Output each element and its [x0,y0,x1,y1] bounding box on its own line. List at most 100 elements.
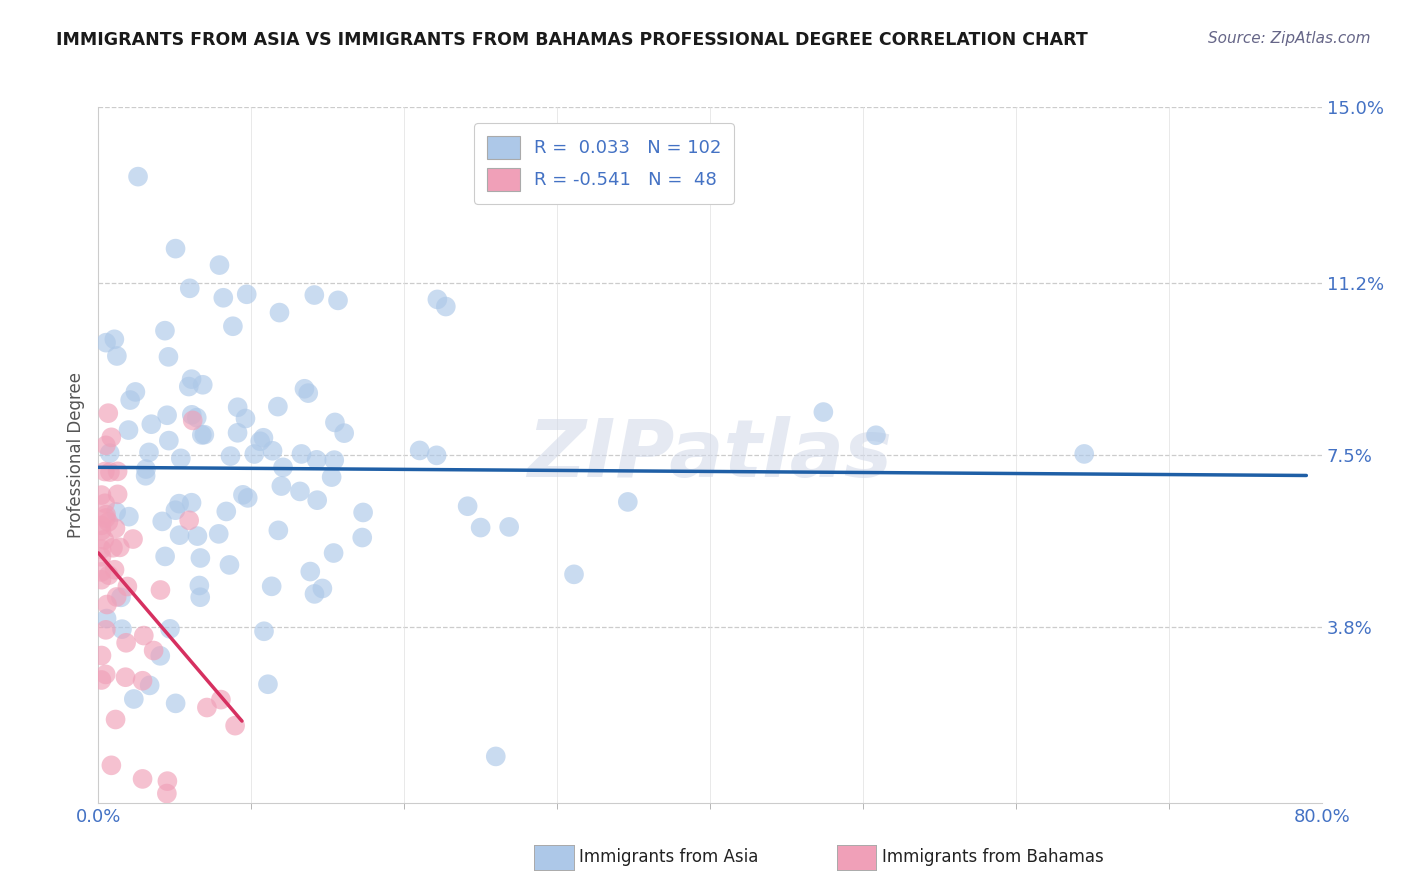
Point [260,579,283,593]
Point [90,542,112,557]
Point [103,332,125,346]
Point [90,648,112,663]
Point [219,449,242,463]
Point [253,624,276,639]
Point [117,580,139,594]
Point [97,515,120,529]
Point [269,305,291,319]
Point [498,520,520,534]
Point [135,462,157,476]
Y-axis label: Professional Degree: Professional Degree [67,372,86,538]
Point [97,568,120,582]
Point [262,443,284,458]
Point [149,648,172,663]
Legend: R =  0.033   N = 102, R = -0.541   N =  48: R = 0.033 N = 102, R = -0.541 N = 48 [474,123,734,203]
Point [426,448,449,462]
Point [208,258,231,272]
Point [208,527,231,541]
Point [209,692,232,706]
Point [470,520,492,534]
Point [124,384,146,399]
Point [288,484,311,499]
Point [485,749,508,764]
Point [813,405,835,419]
Point [290,447,312,461]
Point [118,509,141,524]
Point [179,513,201,527]
Point [94,465,117,479]
Point [149,582,172,597]
Point [156,409,179,423]
Point [323,453,346,467]
Point [322,546,344,560]
Point [100,430,122,444]
Point [122,692,145,706]
Point [304,587,326,601]
Point [235,287,257,301]
Point [131,772,153,786]
Point [90,673,112,687]
Point [105,349,128,363]
Point [294,382,316,396]
Point [232,488,254,502]
Point [617,495,640,509]
Point [426,293,449,307]
Point [267,400,290,414]
Point [111,622,134,636]
Point [180,496,202,510]
Point [188,578,211,592]
Point [1073,447,1095,461]
Point [326,293,349,308]
Point [122,532,145,546]
Point [224,719,246,733]
Point [170,451,193,466]
Point [270,479,292,493]
Point [117,423,139,437]
Point [177,379,200,393]
Point [252,431,274,445]
Point [104,713,127,727]
Point [434,300,457,314]
Point [157,350,180,364]
Point [457,500,479,514]
Point [190,551,212,566]
Point [97,406,120,420]
Text: IMMIGRANTS FROM ASIA VS IMMIGRANTS FROM BAHAMAS PROFESSIONAL DEGREE CORRELATION : IMMIGRANTS FROM ASIA VS IMMIGRANTS FROM … [56,31,1088,49]
Point [107,487,129,501]
Point [267,524,290,538]
Point [156,774,179,789]
Point [90,549,112,564]
Text: Source: ZipAtlas.com: Source: ZipAtlas.com [1208,31,1371,46]
Text: Immigrants from Bahamas: Immigrants from Bahamas [882,848,1104,866]
Point [180,372,202,386]
Point [96,598,118,612]
Point [98,446,121,460]
Point [271,460,294,475]
Point [157,434,180,448]
Point [153,549,176,564]
Point [249,434,271,449]
Point [159,622,181,636]
Point [323,416,346,430]
Point [352,531,374,545]
Point [94,508,117,522]
Point [105,590,128,604]
Point [179,281,201,295]
Point [307,493,329,508]
Point [101,541,124,555]
Point [186,410,208,425]
Point [135,468,157,483]
Point [104,521,127,535]
Point [191,428,214,442]
Point [100,758,122,772]
Point [153,324,176,338]
Point [90,573,112,587]
Point [226,425,249,440]
Point [195,700,218,714]
Point [138,445,160,459]
Text: Immigrants from Asia: Immigrants from Asia [579,848,759,866]
Point [311,582,333,596]
Point [132,629,155,643]
Point [141,417,163,432]
Point [181,413,204,427]
